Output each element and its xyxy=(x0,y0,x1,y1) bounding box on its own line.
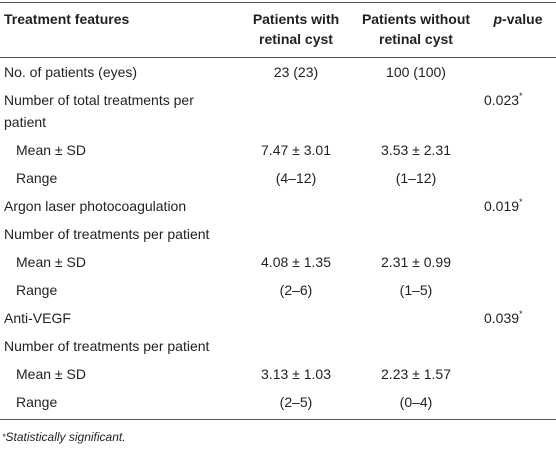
cell-value: 4.08 ± 1.35 xyxy=(261,254,331,270)
p-value-cell xyxy=(480,164,556,192)
column-header-text: Patients with retinal cyst xyxy=(252,11,340,47)
without-cyst-cell xyxy=(352,220,480,248)
cell-value: 100 (100) xyxy=(386,64,446,80)
row-label: Range xyxy=(16,282,58,298)
cell-value: 23 (23) xyxy=(273,64,319,80)
significance-mark: * xyxy=(519,91,523,101)
row-label: Range xyxy=(16,170,58,186)
column-header-text: Treatment features xyxy=(4,11,130,27)
with-cyst-cell: 7.47 ± 3.01 xyxy=(240,136,352,164)
p-value: 0.023 xyxy=(484,92,520,108)
table-row: Mean ± SD 3.13 ± 1.03 2.23 ± 1.57 xyxy=(0,360,556,388)
cell-value: 7.47 ± 3.01 xyxy=(261,142,331,158)
with-cyst-cell xyxy=(240,304,352,332)
row-label: Argon laser photocoagulation xyxy=(4,198,187,214)
p-value-cell xyxy=(480,360,556,388)
p-value-cell xyxy=(480,136,556,164)
table-row: Number of treatments per patient xyxy=(0,220,556,248)
table-row: Number of total treatments per patient 0.… xyxy=(0,86,556,136)
without-cyst-cell xyxy=(352,304,480,332)
without-cyst-cell: (0–4) xyxy=(352,388,480,420)
row-label: Mean ± SD xyxy=(16,366,86,382)
p-value: 0.019 xyxy=(484,198,520,214)
p-value-cell xyxy=(480,58,556,87)
with-cyst-cell: (2–6) xyxy=(240,276,352,304)
without-cyst-cell: 2.31 ± 0.99 xyxy=(352,248,480,276)
without-cyst-cell: (1–5) xyxy=(352,276,480,304)
column-header: Patients with retinal cyst xyxy=(240,2,352,58)
table-row: Mean ± SD 4.08 ± 1.35 2.31 ± 0.99 xyxy=(0,248,556,276)
p-value-cell xyxy=(480,332,556,360)
table-row: Argon laser photocoagulation 0.019* xyxy=(0,192,556,220)
table-row: Range (2–5) (0–4) xyxy=(0,388,556,420)
table-row: Range (2–6) (1–5) xyxy=(0,276,556,304)
p-value: 0.039 xyxy=(484,310,520,326)
footnote-mark: * xyxy=(2,432,6,442)
cell-value: (4–12) xyxy=(275,170,317,186)
cell-value: (0–4) xyxy=(399,394,433,410)
without-cyst-cell: 3.53 ± 2.31 xyxy=(352,136,480,164)
cell-value: 2.31 ± 0.99 xyxy=(381,254,451,270)
table-row: Anti-VEGF 0.039* xyxy=(0,304,556,332)
p-value-cell: 0.039* xyxy=(480,304,556,332)
with-cyst-cell: (4–12) xyxy=(240,164,352,192)
significance-mark: * xyxy=(519,197,523,207)
with-cyst-cell xyxy=(240,86,352,136)
row-label: Number of treatments per patient xyxy=(4,226,210,242)
table-row: Number of treatments per patient xyxy=(0,332,556,360)
row-label: Number of total treatments per patient xyxy=(4,92,194,130)
table-row: No. of patients (eyes) 23 (23) 100 (100) xyxy=(0,58,556,87)
with-cyst-cell: (2–5) xyxy=(240,388,352,420)
without-cyst-cell xyxy=(352,192,480,220)
column-header: Patients without retinal cyst xyxy=(352,2,480,58)
column-header-italic: p xyxy=(493,11,503,27)
cell-value: (1–5) xyxy=(399,282,433,298)
p-value-cell xyxy=(480,248,556,276)
p-value-cell: 0.023* xyxy=(480,86,556,136)
with-cyst-cell xyxy=(240,220,352,248)
without-cyst-cell xyxy=(352,86,480,136)
p-value-cell xyxy=(480,276,556,304)
cell-value: (2–5) xyxy=(279,394,313,410)
column-header: p-value xyxy=(480,2,556,58)
column-header-text: Patients without retinal cyst xyxy=(361,11,471,47)
row-label: Mean ± SD xyxy=(16,142,86,158)
cell-value: (2–6) xyxy=(279,282,313,298)
cell-value: 3.53 ± 2.31 xyxy=(381,142,451,158)
without-cyst-cell xyxy=(352,332,480,360)
row-label: Number of treatments per patient xyxy=(4,338,210,354)
footnote-text: Statistically significant. xyxy=(5,430,126,444)
with-cyst-cell xyxy=(240,192,352,220)
table-row: Mean ± SD 7.47 ± 3.01 3.53 ± 2.31 xyxy=(0,136,556,164)
without-cyst-cell: 2.23 ± 1.57 xyxy=(352,360,480,388)
without-cyst-cell: 100 (100) xyxy=(352,58,480,87)
row-label: Range xyxy=(0,388,240,420)
column-header: Treatment features xyxy=(0,2,240,58)
without-cyst-cell: (1–12) xyxy=(352,164,480,192)
cell-value: 2.23 ± 1.57 xyxy=(381,366,451,382)
with-cyst-cell xyxy=(240,332,352,360)
footnote: *Statistically significant. xyxy=(2,430,556,444)
significance-mark: * xyxy=(519,309,523,319)
p-value-cell xyxy=(480,388,556,420)
p-value-cell xyxy=(480,220,556,248)
p-value-cell: 0.019* xyxy=(480,192,556,220)
table-body: No. of patients (eyes) 23 (23) 100 (100) Nu… xyxy=(0,58,556,420)
column-header-text: -value xyxy=(502,11,543,27)
with-cyst-cell: 4.08 ± 1.35 xyxy=(240,248,352,276)
header-row: Treatment features Patients with retinal … xyxy=(0,2,556,58)
row-label: Anti-VEGF xyxy=(4,310,71,326)
row-label: Mean ± SD xyxy=(16,254,86,270)
cell-value: 3.13 ± 1.03 xyxy=(261,366,331,382)
with-cyst-cell: 3.13 ± 1.03 xyxy=(240,360,352,388)
table-row: Range (4–12) (1–12) xyxy=(0,164,556,192)
with-cyst-cell: 23 (23) xyxy=(240,58,352,87)
results-table: Treatment features Patients with retinal … xyxy=(0,2,556,420)
row-label: No. of patients (eyes) xyxy=(4,64,138,80)
cell-value: (1–12) xyxy=(395,170,437,186)
